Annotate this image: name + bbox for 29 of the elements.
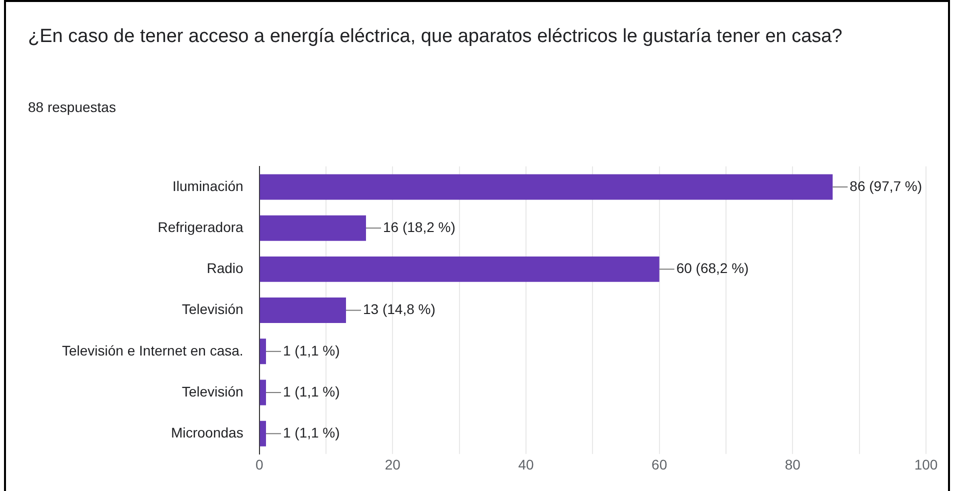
y-tick-label: Radio [206, 260, 244, 276]
x-tick-label: 80 [784, 456, 801, 472]
x-tick-label: 0 [255, 456, 264, 472]
data-label: 1 (1,1 %) [282, 424, 340, 440]
bar [260, 298, 346, 324]
data-label: 1 (1,1 %) [282, 383, 340, 400]
y-tick-label: Televisión [182, 383, 244, 400]
x-tick-label: 100 [914, 456, 938, 472]
x-tick-label: 60 [652, 456, 668, 472]
data-label: 1 (1,1 %) [282, 342, 340, 358]
y-tick-label: Televisión e Internet en casa. [62, 342, 244, 358]
data-label: 16 (18,2 %) [382, 218, 456, 235]
chart-title: ¿En caso de tener acceso a energía eléctrica, que aparatos eléctricos le gustaría tener en casa? [28, 25, 844, 49]
y-tick-label: Microondas [170, 424, 244, 440]
bar [260, 420, 266, 446]
x-tick-label: 20 [384, 456, 401, 472]
text: 88 respuestas [28, 99, 116, 115]
bar [260, 256, 660, 282]
y-tick-label: Iluminación [172, 178, 244, 194]
bar [260, 338, 266, 364]
data-label: 86 (97,7 %) [850, 178, 922, 194]
bar [260, 215, 366, 241]
data-label: 60 (68,2 %) [676, 260, 749, 276]
x-tick-label: 40 [518, 456, 534, 472]
y-tick-label: Televisión [182, 301, 244, 318]
y-tick-label: Refrigeradora [158, 218, 244, 235]
bar [260, 174, 833, 200]
data-label: 13 (14,8 %) [362, 301, 436, 318]
bar [260, 380, 266, 406]
